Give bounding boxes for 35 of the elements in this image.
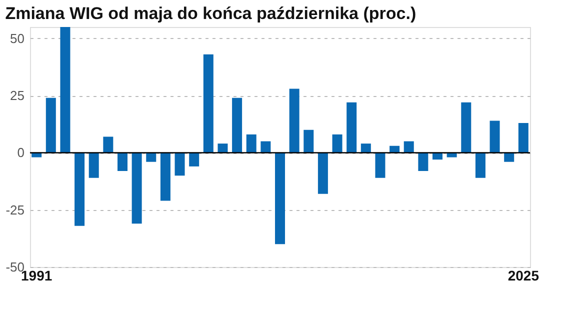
bar (375, 152, 386, 178)
bar (203, 54, 214, 153)
bar (346, 102, 357, 153)
bar (189, 152, 200, 166)
x-tick-label: 2025 (508, 268, 540, 284)
bar (318, 152, 328, 194)
y-tick-label: 25 (10, 88, 24, 104)
bar (117, 152, 128, 171)
bar (475, 152, 486, 178)
bar (360, 144, 371, 153)
bar (88, 152, 99, 178)
bar (275, 152, 285, 244)
bar (46, 98, 56, 153)
chart-title: Zmiana WIG od maja do końca października (proc.) (5, 4, 416, 23)
bar (174, 152, 185, 176)
bar (418, 152, 428, 171)
bar (518, 123, 528, 153)
bar (490, 120, 500, 153)
bar (218, 144, 228, 153)
bar (132, 152, 142, 224)
bar (74, 152, 85, 226)
bar (103, 136, 114, 153)
bar (404, 141, 414, 153)
bar (289, 88, 300, 153)
bar (246, 134, 256, 153)
y-tick-label: 0 (17, 145, 24, 160)
bar (160, 152, 170, 201)
bar (304, 130, 314, 153)
bar (260, 141, 271, 153)
bar (461, 102, 472, 153)
bar (232, 98, 242, 153)
bar (60, 27, 70, 153)
bar (332, 134, 342, 153)
y-tick-label: -25 (6, 202, 24, 218)
y-tick-label: 50 (10, 30, 24, 46)
